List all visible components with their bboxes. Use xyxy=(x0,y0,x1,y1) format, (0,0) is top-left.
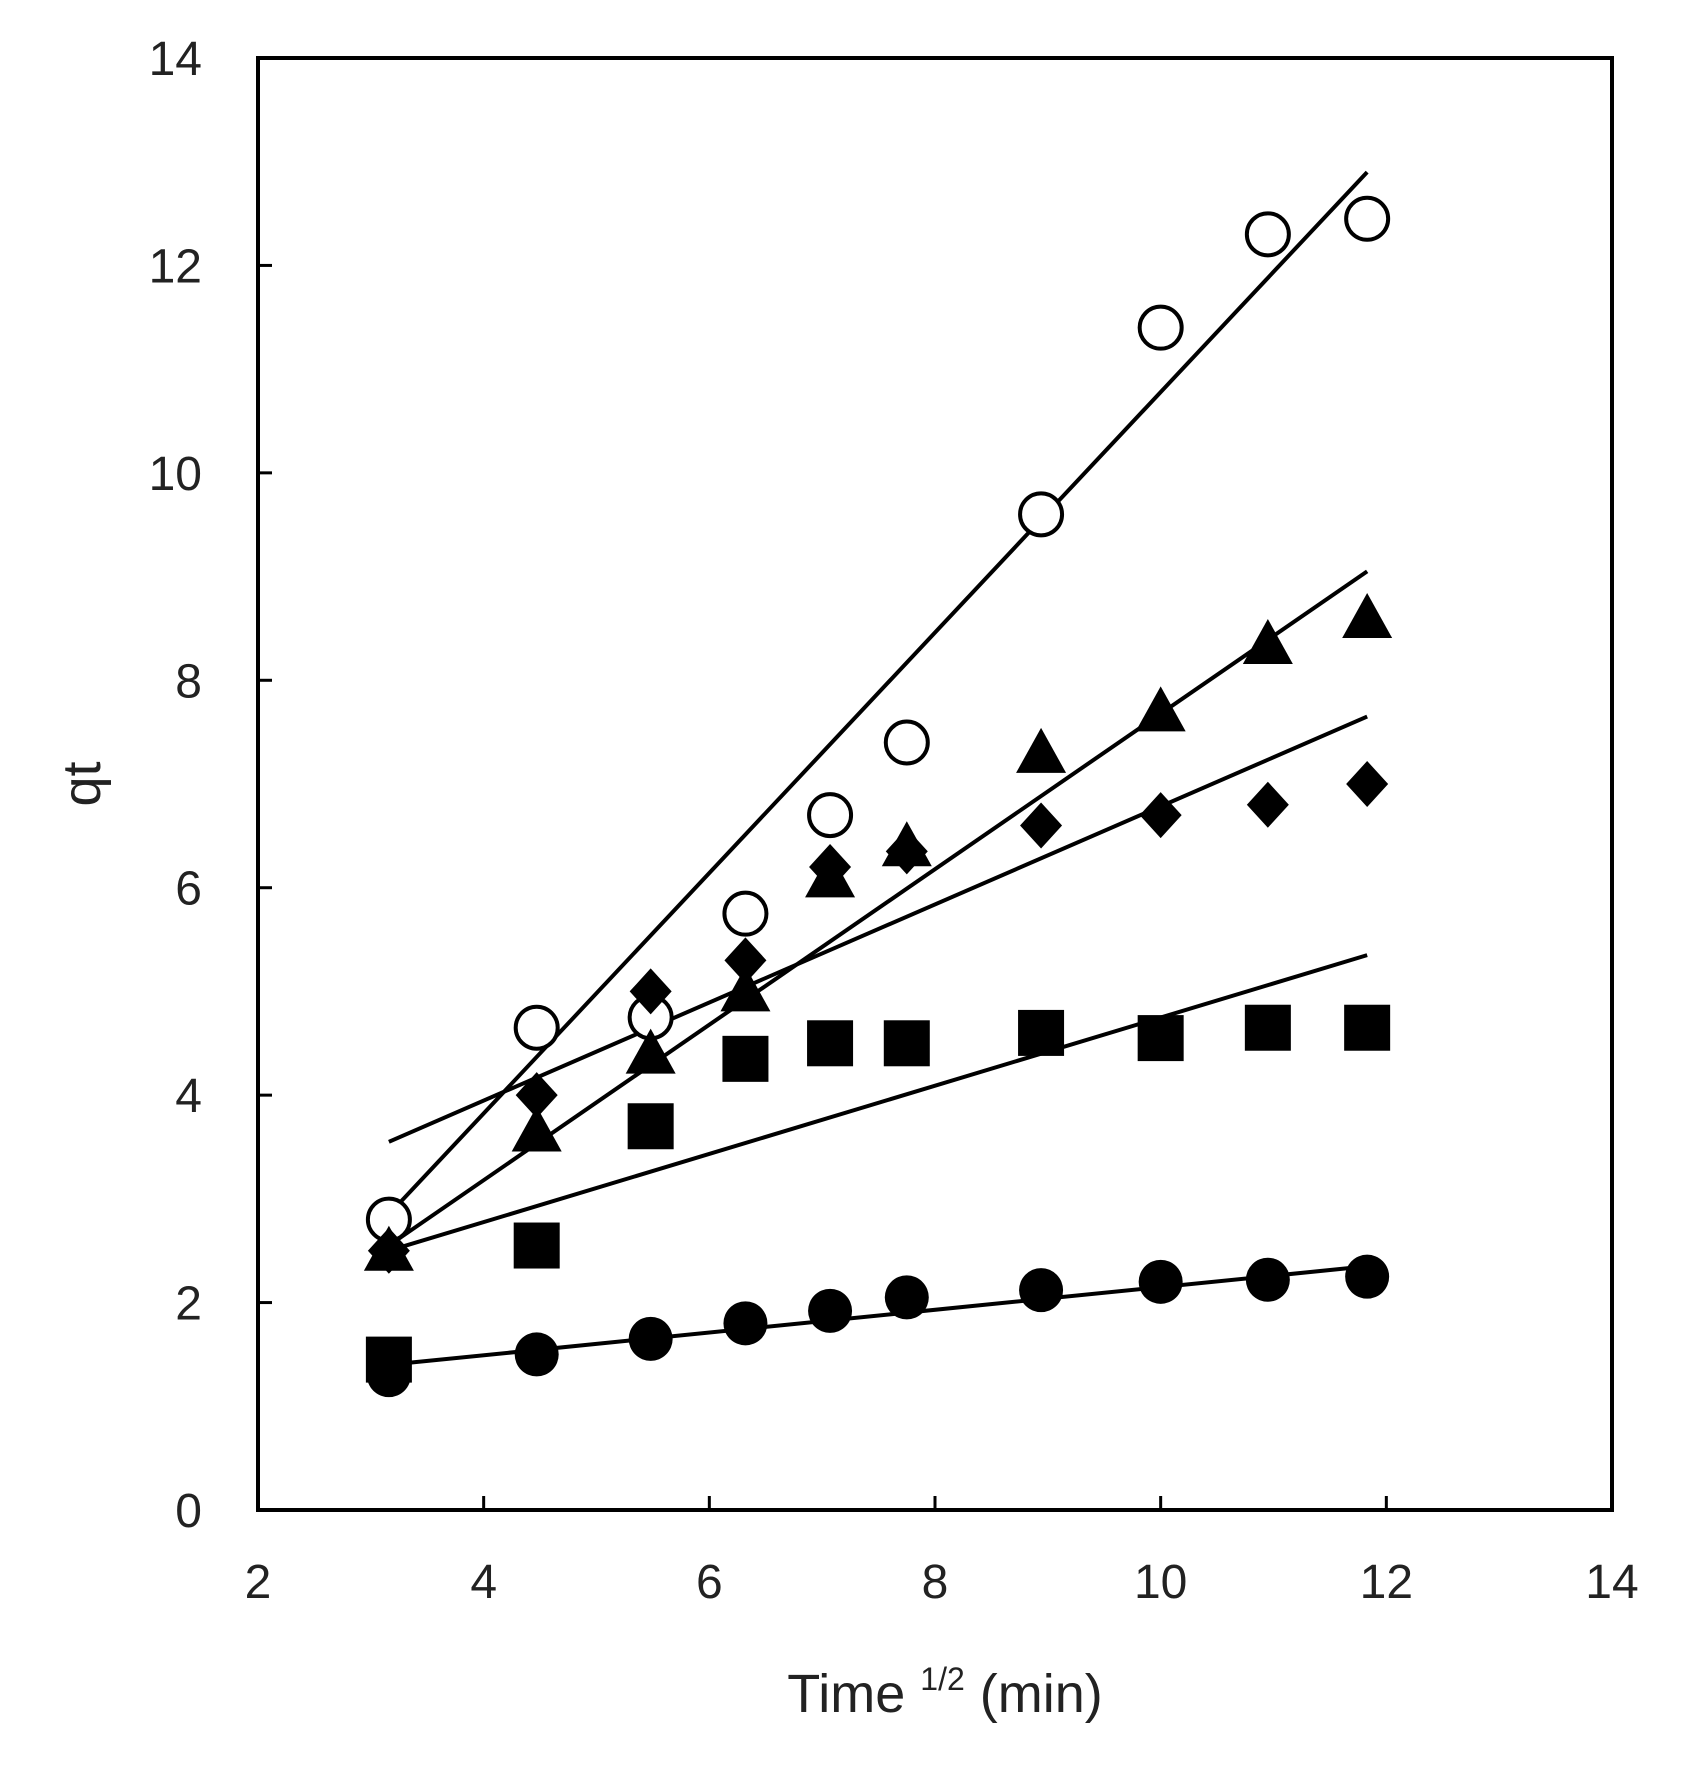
y-axis-ticks: 0 2 4 6 8 10 12 14 xyxy=(149,33,272,1538)
y-tick-label: 10 xyxy=(149,448,202,501)
filled-triangle-fit-line xyxy=(387,569,1369,1248)
filled-triangle-point xyxy=(1342,593,1393,639)
filled-square-point xyxy=(513,1222,560,1269)
filled-circle-point xyxy=(514,1332,559,1377)
y-tick-label: 6 xyxy=(175,863,202,916)
filled-circle-point xyxy=(628,1316,673,1361)
open-circle-point xyxy=(807,792,854,839)
filled-circle-point xyxy=(884,1275,929,1320)
open-circle-point xyxy=(883,719,930,766)
filled-circle-point xyxy=(808,1288,853,1333)
filled-circle-point xyxy=(366,1353,411,1398)
filled-diamond-point xyxy=(809,843,852,890)
filled-square-point xyxy=(807,1020,854,1067)
data-markers xyxy=(363,195,1393,1398)
x-axis-title-unit: (min) xyxy=(965,1664,1103,1724)
filled-circle-point xyxy=(723,1301,768,1346)
plot-frame xyxy=(256,56,1614,1512)
filled-diamond-point xyxy=(515,1072,558,1119)
open-circle-point xyxy=(1018,491,1065,538)
open-circle-point xyxy=(1244,211,1291,258)
y-tick-label: 4 xyxy=(175,1070,202,1123)
y-axis-title: qt xyxy=(52,761,112,806)
filled-square-point xyxy=(1018,1009,1065,1056)
open-circle-fit-line xyxy=(387,170,1369,1216)
filled-diamond-point xyxy=(367,1227,410,1274)
x-tick-label: 8 xyxy=(922,1556,949,1609)
filled-square-point xyxy=(1344,1004,1391,1051)
x-tick-label: 12 xyxy=(1360,1556,1413,1609)
filled-triangle-point xyxy=(1242,618,1293,664)
open-circle-point xyxy=(513,1004,560,1051)
filled-triangle-point xyxy=(511,1106,562,1152)
filled-diamond-point xyxy=(885,828,928,875)
filled-circle-point xyxy=(1019,1268,1064,1313)
x-tick-label: 4 xyxy=(470,1556,497,1609)
x-axis-ticks: 2 4 6 8 10 12 14 xyxy=(245,1496,1639,1609)
y-tick-label: 2 xyxy=(175,1278,202,1331)
y-tick-label: 14 xyxy=(149,33,202,86)
filled-circle-point xyxy=(1245,1257,1290,1302)
fit-lines xyxy=(387,170,1369,1367)
filled-circle-point xyxy=(1138,1259,1183,1304)
filled-diamond-point xyxy=(1346,761,1389,807)
filled-diamond-fit-line xyxy=(388,714,1368,1144)
x-axis-title: Time 1/2 (min) xyxy=(787,1661,1102,1724)
filled-triangle-point xyxy=(720,966,771,1012)
x-axis-title-superscript: 1/2 xyxy=(920,1661,964,1697)
filled-triangle-point xyxy=(1016,727,1067,773)
filled-triangle-point xyxy=(625,1028,676,1074)
open-circle-point xyxy=(1137,304,1184,351)
y-tick-label: 0 xyxy=(175,1485,202,1538)
filled-diamond-point xyxy=(1139,792,1182,839)
open-circle-point xyxy=(1344,195,1391,242)
y-tick-label: 8 xyxy=(175,655,202,708)
x-tick-label: 14 xyxy=(1585,1556,1638,1609)
x-tick-label: 2 xyxy=(245,1556,272,1609)
filled-square-fit-line xyxy=(388,953,1368,1253)
filled-diamond-point xyxy=(724,937,767,984)
filled-square-point xyxy=(627,1103,674,1150)
filled-diamond-point xyxy=(629,968,672,1015)
filled-circle-point xyxy=(1345,1254,1390,1299)
filled-diamond-point xyxy=(1246,781,1289,828)
filled-square-point xyxy=(1137,1015,1184,1062)
filled-square-point xyxy=(1244,1004,1291,1051)
filled-square-point xyxy=(722,1035,769,1082)
x-axis-title-main: Time xyxy=(787,1664,920,1724)
y-tick-label: 12 xyxy=(149,240,202,293)
open-circle-point xyxy=(722,890,769,937)
filled-square-point xyxy=(883,1020,930,1067)
x-tick-label: 6 xyxy=(696,1556,723,1609)
filled-triangle-point xyxy=(1135,686,1186,732)
x-tick-label: 10 xyxy=(1134,1556,1187,1609)
filled-diamond-point xyxy=(1020,802,1063,849)
